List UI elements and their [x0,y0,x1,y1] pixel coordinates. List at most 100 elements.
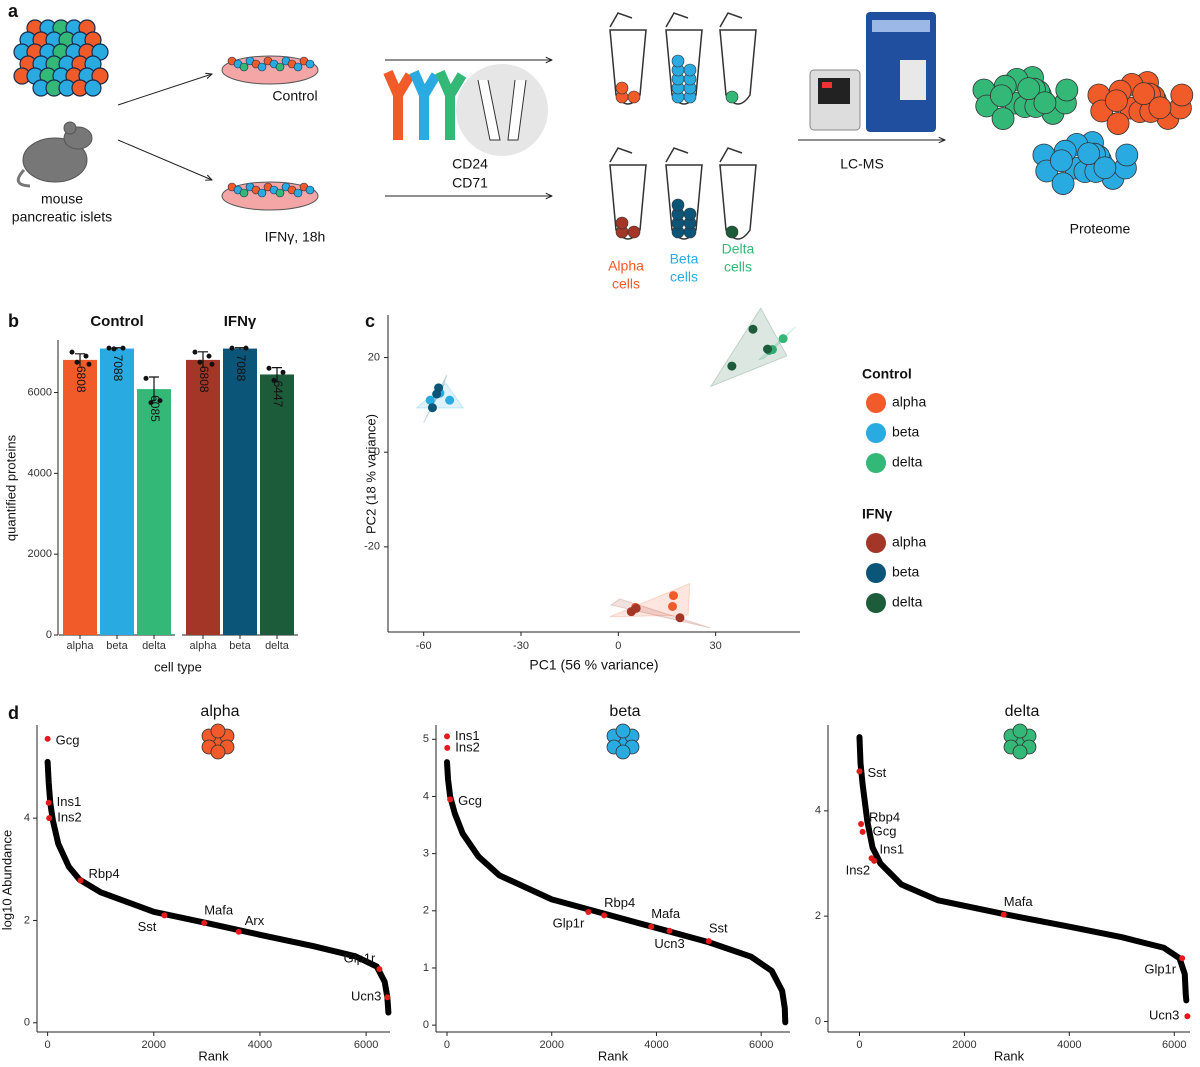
x-tick-label: 4000 [248,1039,272,1051]
highlight-point [201,920,208,927]
data-point [271,377,277,383]
source-label: pancreatic islets [12,209,112,225]
arrow [117,139,212,180]
tube-cap [609,12,633,28]
highlight-point [705,938,712,945]
cell [725,225,739,239]
data-point [778,334,788,344]
cell-icon [210,723,226,739]
protein-blob [1115,143,1139,167]
tube-cap [719,147,743,163]
highlight-label: Ucn3 [351,989,381,1004]
highlight-label: Ins2 [846,862,871,877]
protein-blob [1077,142,1101,166]
x-tick-label: 0 [45,1039,51,1051]
y-tick-label: -20 [364,541,380,553]
protein-blob [1055,78,1079,102]
data-point [197,359,203,365]
data-point [143,375,149,381]
cell-icon [210,744,226,760]
y-tick-label: 3 [423,848,429,860]
y-tick-label: 4 [815,805,821,817]
value-label: 7088 [234,355,248,382]
highlight-point [45,799,52,806]
cell [615,216,629,230]
y-tick-label: 2 [815,910,821,922]
data-point [427,403,437,413]
rank-curve [44,758,392,1016]
cell [293,188,303,198]
condition-label: Control [272,88,317,104]
y-tick-label: 2 [24,914,30,926]
mass-spec [809,12,936,132]
highlight-label: Ins2 [455,739,480,754]
x-tick-label: 0 [615,640,621,652]
value-label: 6447 [271,380,285,407]
cell [239,188,249,198]
x-tick-label: beta [229,640,251,652]
x-tick-label: 6000 [1162,1039,1186,1051]
highlight-label: Rbp4 [604,895,635,910]
value-label: 6085 [148,395,162,422]
group-hull [709,307,788,388]
x-tick-label: 6000 [749,1039,773,1051]
highlight-label: Arx [245,913,265,928]
x-tick-label: 6000 [354,1039,378,1051]
cell-icon [615,723,631,739]
highlight-label: Sst [138,919,157,934]
data-point [157,398,163,404]
cell [671,54,685,68]
highlight-label: Ucn3 [1149,1008,1179,1023]
highlight-point [858,820,865,827]
cell-type-label: cells [612,276,640,292]
data-point [192,349,198,355]
highlight-label: Ins2 [57,810,82,825]
cell-icon [615,744,631,760]
x-tick-label: beta [106,640,128,652]
sorter [456,64,548,156]
highlight-point [376,966,383,973]
highlight-label: Sst [867,765,886,780]
cell-type-label: cells [724,259,752,275]
value-label: 7088 [111,355,125,382]
y-tick-label: 2 [423,905,429,917]
chart-title: delta [1005,703,1040,720]
cell [257,62,267,72]
highlight-point [601,912,608,919]
chart-title: alpha [200,703,239,720]
cell [305,59,315,69]
diagram-art [13,12,1194,240]
highlight-point [859,828,866,835]
highlight-point [648,923,655,930]
y-axis-label: quantified proteins [3,434,18,541]
method-label: LC-MS [840,156,884,172]
highlight-point [871,857,878,864]
highlight-point [666,927,673,934]
error-bar [272,367,282,382]
x-axis-label: PC1 (56 % variance) [529,657,658,673]
x-tick-label: 4000 [644,1039,668,1051]
highlight-label: Gcg [458,793,482,808]
x-axis-label: Rank [198,1048,229,1063]
data-point [206,353,212,359]
highlight-label: Ins1 [57,794,82,809]
error-bar [75,353,85,366]
bar [137,389,171,635]
cell-icon [1012,744,1028,760]
y-tick-label: 4 [423,790,429,802]
highlight-label: Mafa [204,902,234,917]
cell-type-label: Delta [722,241,755,257]
petri-dish [221,181,319,211]
y-tick-label: 2000 [28,548,52,560]
data-point [69,349,75,355]
highlight-label: Ins1 [455,728,480,743]
cell [615,81,629,95]
data-point [111,346,117,352]
x-axis-label: Rank [598,1048,629,1063]
y-tick-label: 1 [423,962,429,974]
highlight-point [585,908,592,915]
data-point [266,365,272,371]
cell [257,188,267,198]
cell [239,62,249,72]
proteins [972,66,1194,195]
